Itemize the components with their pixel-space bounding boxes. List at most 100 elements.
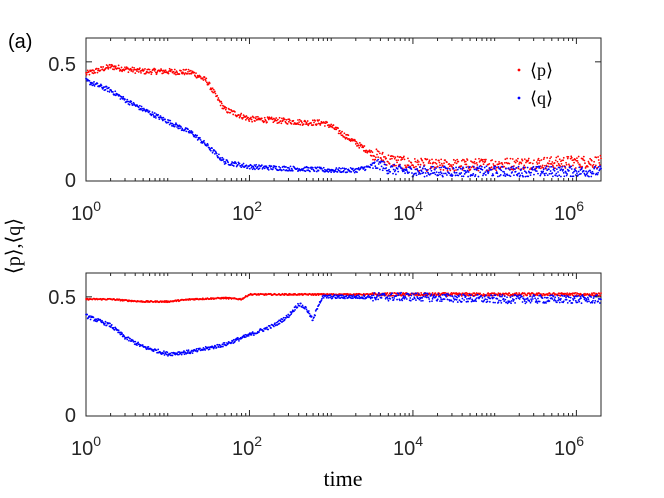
data-point-q bbox=[290, 313, 292, 316]
data-point-q bbox=[321, 167, 323, 170]
data-point-p bbox=[542, 158, 545, 161]
data-point-q bbox=[575, 170, 578, 173]
data-point-q bbox=[530, 298, 533, 301]
data-point-p bbox=[577, 155, 580, 158]
data-point-q bbox=[138, 104, 141, 107]
data-point-q bbox=[140, 105, 143, 108]
data-point-q bbox=[458, 299, 461, 301]
top-xtick-label-10^4: 104 bbox=[393, 198, 423, 225]
data-point-p bbox=[562, 159, 565, 162]
data-point-q bbox=[271, 168, 274, 171]
data-point-p bbox=[296, 122, 299, 125]
data-point-p bbox=[427, 162, 430, 164]
data-point-q bbox=[506, 296, 508, 299]
data-point-q bbox=[287, 166, 290, 169]
data-point-p bbox=[217, 97, 220, 99]
data-point-p bbox=[314, 119, 317, 122]
data-point-q bbox=[263, 167, 266, 170]
data-point-q bbox=[348, 294, 351, 297]
data-point-q bbox=[376, 160, 378, 162]
data-point-q bbox=[260, 164, 263, 167]
data-point-p bbox=[466, 159, 469, 161]
data-point-p bbox=[570, 156, 573, 159]
data-point-q bbox=[556, 294, 559, 297]
data-point-q bbox=[546, 169, 549, 172]
data-point-p bbox=[107, 67, 110, 70]
data-point-q bbox=[191, 352, 194, 355]
data-point-q bbox=[569, 175, 572, 178]
data-point-p bbox=[455, 162, 458, 165]
data-point-q bbox=[350, 170, 353, 173]
data-point-q bbox=[404, 172, 406, 175]
data-point-q bbox=[578, 166, 581, 169]
data-point-q bbox=[91, 82, 94, 85]
data-point-q bbox=[510, 300, 513, 302]
data-point-q bbox=[466, 169, 469, 172]
data-point-q bbox=[96, 82, 99, 85]
data-point-p bbox=[404, 164, 406, 167]
data-point-q bbox=[258, 164, 260, 167]
data-point-q bbox=[153, 116, 156, 119]
data-point-p bbox=[573, 161, 575, 164]
data-point-q bbox=[507, 167, 510, 169]
data-point-q bbox=[175, 122, 177, 125]
data-point-q bbox=[504, 298, 507, 301]
data-point-q bbox=[93, 85, 96, 87]
data-point-p bbox=[266, 121, 268, 124]
data-point-q bbox=[428, 298, 431, 300]
data-point-q bbox=[196, 349, 199, 352]
data-point-p bbox=[382, 159, 385, 162]
data-point-q bbox=[308, 312, 311, 315]
data-point-p bbox=[263, 116, 266, 119]
data-point-q bbox=[381, 169, 384, 172]
data-point-q bbox=[384, 163, 387, 166]
data-point-q bbox=[531, 167, 534, 169]
data-point-q bbox=[392, 172, 394, 175]
data-point-p bbox=[539, 167, 542, 170]
data-point-q bbox=[157, 113, 160, 116]
data-point-p bbox=[187, 70, 189, 73]
data-point-q bbox=[388, 294, 390, 297]
data-point-q bbox=[322, 166, 325, 169]
data-point-q bbox=[221, 156, 224, 159]
data-point-q bbox=[446, 168, 449, 170]
data-point-p bbox=[547, 162, 550, 165]
data-point-p bbox=[220, 100, 223, 103]
data-point-q bbox=[287, 169, 290, 172]
data-point-q bbox=[596, 168, 598, 170]
data-point-p bbox=[172, 70, 175, 73]
data-point-p bbox=[300, 120, 303, 123]
data-point-p bbox=[153, 69, 156, 72]
data-point-q bbox=[561, 165, 563, 168]
data-point-q bbox=[344, 297, 346, 300]
data-point-p bbox=[556, 160, 559, 163]
data-point-q bbox=[256, 165, 259, 168]
data-point-p bbox=[527, 159, 530, 162]
data-point-p bbox=[565, 161, 567, 164]
data-point-p bbox=[420, 292, 423, 294]
y-axis-label: ⟨p⟩,⟨q⟩ bbox=[3, 218, 25, 274]
data-point-q bbox=[392, 299, 395, 301]
data-point-p bbox=[394, 156, 397, 159]
data-point-q bbox=[141, 107, 144, 110]
data-point-q bbox=[565, 298, 568, 301]
data-point-q bbox=[571, 302, 574, 304]
data-point-q bbox=[267, 166, 270, 169]
data-point-p bbox=[481, 158, 484, 161]
data-point-q bbox=[303, 307, 306, 310]
data-point-p bbox=[227, 111, 229, 114]
data-point-q bbox=[553, 167, 555, 170]
data-point-p bbox=[298, 118, 301, 121]
data-point-p bbox=[443, 162, 445, 165]
bottom-xtick-label-10^0: 100 bbox=[71, 433, 101, 460]
data-point-q bbox=[192, 133, 195, 136]
data-point-q bbox=[492, 296, 495, 299]
data-point-q bbox=[128, 103, 131, 106]
top-ticks bbox=[85, 38, 602, 182]
data-point-p bbox=[208, 82, 211, 84]
data-point-p bbox=[252, 116, 255, 119]
data-point-q bbox=[419, 166, 421, 168]
data-point-q bbox=[161, 118, 164, 121]
data-point-q bbox=[155, 349, 158, 352]
data-point-q bbox=[258, 167, 261, 170]
